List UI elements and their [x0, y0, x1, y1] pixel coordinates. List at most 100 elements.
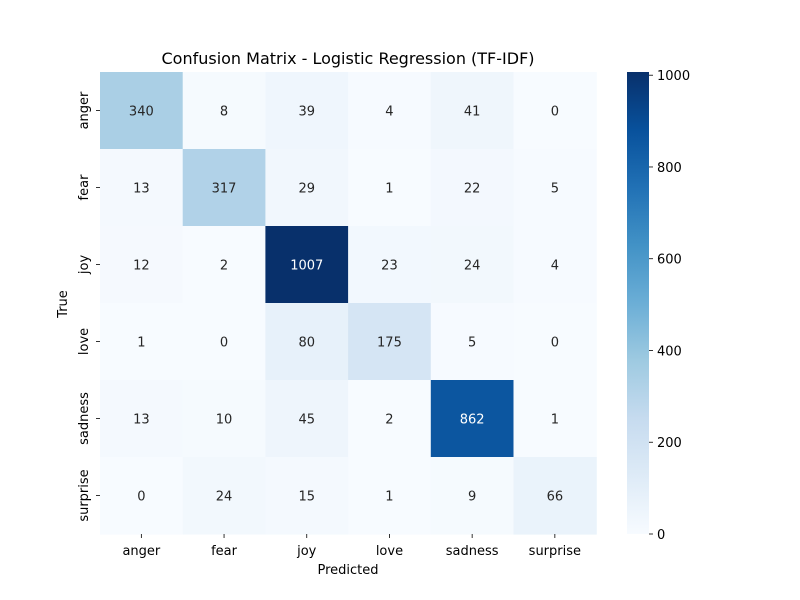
- heatmap-cell-surprise-love: [348, 457, 432, 535]
- cell-value: 29: [298, 182, 315, 197]
- colorbar: [627, 72, 649, 534]
- colorbar-tick-label: 400: [657, 344, 682, 359]
- heatmap-cell-joy-joy: [265, 226, 349, 304]
- chart-title: Confusion Matrix - Logistic Regression (…: [161, 49, 534, 68]
- cell-value: 23: [381, 259, 398, 274]
- heatmap-cell-joy-love: [348, 226, 432, 304]
- x-tick-label: surprise: [529, 544, 581, 559]
- heatmap-cell-love-anger: [100, 303, 184, 381]
- heatmap-cell-sadness-anger: [100, 380, 184, 458]
- cell-value: 2: [385, 413, 393, 428]
- cell-value: 0: [220, 336, 228, 351]
- cell-value: 66: [547, 490, 564, 505]
- cell-value: 4: [551, 259, 559, 274]
- cell-value: 0: [551, 105, 559, 120]
- cell-value: 0: [137, 490, 145, 505]
- heatmap-cell-love-love: [348, 303, 432, 381]
- heatmap-cell-surprise-joy: [265, 457, 349, 535]
- cell-value: 2: [220, 259, 228, 274]
- heatmap-cell-joy-surprise: [513, 226, 597, 304]
- cell-value: 317: [212, 182, 237, 197]
- colorbar-tick-label: 1000: [657, 69, 690, 84]
- x-tick-label: anger: [122, 544, 160, 559]
- colorbar-tick-label: 600: [657, 253, 682, 268]
- cell-value: 862: [460, 413, 485, 428]
- heatmap-cell-anger-surprise: [513, 72, 597, 150]
- heatmap-cell-fear-sadness: [430, 149, 515, 227]
- heatmap-cell-fear-fear: [182, 149, 266, 227]
- heatmap-cell-sadness-surprise: [513, 380, 597, 458]
- heatmap-cell-sadness-love: [348, 380, 432, 458]
- x-tick-label: love: [376, 544, 403, 559]
- cell-value: 45: [298, 413, 315, 428]
- x-tick-label: joy: [296, 544, 317, 559]
- heatmap-cell-anger-joy: [265, 72, 349, 150]
- y-tick-label: sadness: [77, 392, 92, 445]
- heatmap-cell-anger-fear: [182, 72, 266, 150]
- cell-value: 41: [464, 105, 481, 120]
- heatmap-cell-sadness-joy: [265, 380, 349, 458]
- cell-value: 8: [220, 105, 228, 120]
- x-axis-label: Predicted: [317, 563, 378, 578]
- cell-value: 4: [385, 105, 393, 120]
- y-axis-label: True: [56, 290, 71, 319]
- cell-value: 12: [133, 259, 150, 274]
- y-tick-label: joy: [77, 255, 92, 276]
- heatmap-cell-joy-fear: [182, 226, 266, 304]
- heatmap-cell-joy-anger: [100, 226, 184, 304]
- x-tick-label: fear: [211, 544, 238, 559]
- colorbar-gradient: [627, 72, 649, 534]
- heatmap-annotations: 340 8 39 4 41 013 317 29 1 22 512 2 1007 23 24 41 0 80 175…: [129, 105, 563, 505]
- heatmap-cell-surprise-sadness: [430, 457, 515, 535]
- cell-value: 10: [216, 413, 233, 428]
- y-tick-label: anger: [77, 91, 92, 129]
- cell-value: 0: [551, 336, 559, 351]
- heatmap-cell-anger-sadness: [430, 72, 515, 150]
- y-axis: anger fear joy love sadness surprise: [77, 91, 100, 522]
- cell-value: 5: [551, 182, 559, 197]
- heatmap-cell-love-sadness: [430, 303, 515, 381]
- cell-value: 1: [137, 336, 145, 351]
- heatmap-cell-love-joy: [265, 303, 349, 381]
- colorbar-ticks: 0 200 400 600 800 1000: [649, 69, 690, 543]
- heatmap-cell-sadness-sadness: [430, 380, 515, 458]
- x-axis: anger fear joy love sadness surprise: [122, 534, 581, 559]
- cell-value: 80: [298, 336, 315, 351]
- colorbar-tick-label: 0: [657, 528, 665, 543]
- heatmap-cell-fear-surprise: [513, 149, 597, 227]
- heatmap-cell-surprise-anger: [100, 457, 184, 535]
- x-tick-label: sadness: [446, 544, 499, 559]
- cell-value: 22: [464, 182, 481, 197]
- heatmap-cell-surprise-surprise: [513, 457, 597, 535]
- cell-value: 175: [377, 336, 402, 351]
- cell-value: 13: [133, 182, 150, 197]
- heatmap-cell-fear-joy: [265, 149, 349, 227]
- cell-value: 13: [133, 413, 150, 428]
- cell-value: 9: [468, 490, 476, 505]
- cell-value: 24: [464, 259, 481, 274]
- cell-value: 5: [468, 336, 476, 351]
- heatmap-cell-surprise-fear: [182, 457, 266, 535]
- heatmap-cell-joy-sadness: [430, 226, 515, 304]
- cell-value: 1: [385, 490, 393, 505]
- heatmap-cell-sadness-fear: [182, 380, 266, 458]
- cell-value: 24: [216, 490, 233, 505]
- y-tick-label: fear: [77, 174, 92, 201]
- y-tick-label: surprise: [77, 469, 92, 521]
- heatmap-cell-fear-anger: [100, 149, 184, 227]
- y-tick-label: love: [77, 328, 92, 355]
- cell-value: 15: [298, 490, 315, 505]
- heatmap-cell-love-fear: [182, 303, 266, 381]
- cell-value: 39: [298, 105, 315, 120]
- heatmap-cell-anger-love: [348, 72, 432, 150]
- cell-value: 1: [385, 182, 393, 197]
- heatmap-cell-anger-anger: [100, 72, 184, 150]
- heatmap-cell-fear-love: [348, 149, 432, 227]
- heatmap-cells: [100, 72, 597, 535]
- cell-value: 340: [129, 105, 154, 120]
- cell-value: 1: [551, 413, 559, 428]
- colorbar-tick-label: 800: [657, 161, 682, 176]
- cell-value: 1007: [290, 259, 323, 274]
- colorbar-tick-label: 200: [657, 436, 682, 451]
